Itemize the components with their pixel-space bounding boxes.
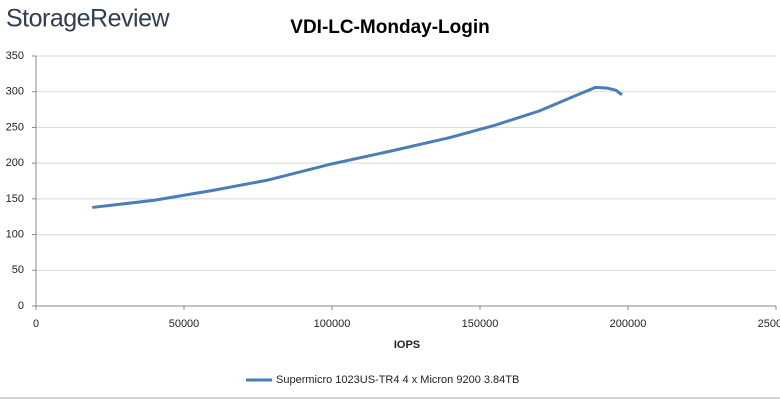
y-tick-label: 350 (6, 50, 24, 62)
y-tick-label: 150 (6, 193, 24, 205)
legend-label: Supermicro 1023US-TR4 4 x Micron 9200 3.… (276, 374, 519, 386)
y-tick-label: 100 (6, 228, 24, 240)
x-tick-label: 250000 (758, 318, 780, 330)
x-tick-label: 150000 (462, 318, 499, 330)
y-tick-label: 50 (12, 264, 24, 276)
logo: StorageReview (6, 5, 170, 33)
x-tick-label: 0 (33, 318, 39, 330)
y-tick-label: 250 (6, 121, 24, 133)
x-tick-label: 50000 (169, 318, 200, 330)
x-axis-label: IOPS (394, 339, 420, 351)
x-tick-label: 100000 (314, 318, 351, 330)
x-tick-label: 200000 (610, 318, 647, 330)
data-line (92, 85, 623, 209)
chart-title: VDI-LC-Monday-Login (290, 17, 489, 38)
y-tick-label: 0 (18, 300, 24, 312)
y-tick-label: 300 (6, 86, 24, 98)
y-tick-label: 200 (6, 157, 24, 169)
